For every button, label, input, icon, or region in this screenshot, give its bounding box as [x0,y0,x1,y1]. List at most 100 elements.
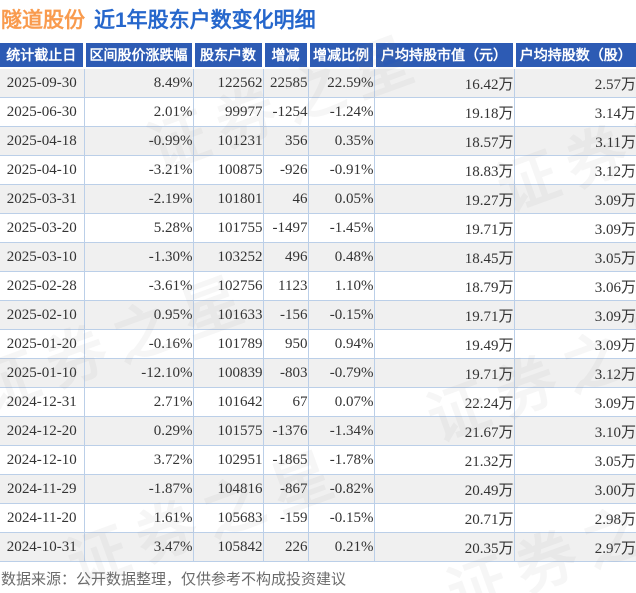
stock-name: 隧道股份 [1,9,85,32]
header-row: 统计截止日 区间股价涨跌幅 股东户数 增减 增减比例 户均持股市值（元） 户均持… [0,43,636,69]
delta-cell: 496 [262,242,309,272]
stat-date-cell: 2025-02-28 [0,271,85,301]
avg-shares-cell: 3.09万 [513,329,636,359]
avg-value-cell: 18.45万 [373,242,515,272]
table-row: 2025-01-10 -12.10% 100839 -803 -0.79% 19.71万 3… [0,358,636,388]
price-change-cell: -1.30% [83,242,194,272]
avg-shares-cell: 3.12万 [513,155,636,185]
holders-cell: 100839 [192,358,264,388]
price-change-cell: -0.99% [83,126,194,156]
page-title: 隧道股份 近1年股东户数变化明细 [0,0,636,34]
delta-cell: -1497 [262,213,309,243]
delta-cell: 1123 [262,271,309,301]
avg-shares-cell: 3.14万 [513,97,636,127]
price-change-cell: -2.19% [83,184,194,214]
delta-pct-cell: 0.21% [307,532,375,562]
avg-value-cell: 20.71万 [373,503,515,533]
price-change-cell: -12.10% [83,358,194,388]
holders-cell: 101231 [192,126,264,156]
holders-cell: 101755 [192,213,264,243]
stat-date-cell: 2025-09-30 [0,67,85,98]
avg-shares-cell: 3.05万 [513,242,636,272]
holders-cell: 122562 [192,67,264,98]
table-row: 2025-03-31 -2.19% 101801 46 0.05% 19.27万 3.09万 [0,184,636,214]
stat-date-cell: 2025-02-10 [0,300,85,330]
table-row: 2024-11-29 -1.87% 104816 -867 -0.82% 20.49万 3.… [0,474,636,504]
table-row: 2024-11-20 1.61% 105683 -159 -0.15% 20.71万 2.9… [0,503,636,533]
table-row: 2025-02-10 0.95% 101633 -156 -0.15% 19.71万 3.0… [0,300,636,330]
delta-pct-cell: -1.34% [307,416,375,446]
price-change-cell: 3.47% [83,532,194,562]
table-row: 2025-09-30 8.49% 122562 22585 22.59% 16.42万 2.… [0,67,636,98]
delta-cell: 22585 [262,67,309,98]
delta-cell: -926 [262,155,309,185]
price-change-cell: -3.21% [83,155,194,185]
title-subtitle: 近1年股东户数变化明细 [94,9,316,32]
avg-value-cell: 21.32万 [373,445,515,475]
stat-date-cell: 2025-03-10 [0,242,85,272]
delta-cell: -1254 [262,97,309,127]
delta-pct-cell: 0.07% [307,387,375,417]
delta-pct-cell: 1.10% [307,271,375,301]
table-row: 2025-06-30 2.01% 99977 -1254 -1.24% 19.18万 3.1… [0,97,636,127]
avg-shares-cell: 3.09万 [513,300,636,330]
avg-shares-cell: 2.98万 [513,503,636,533]
avg-value-cell: 19.71万 [373,300,515,330]
avg-shares-cell: 3.10万 [513,416,636,446]
table-body: 2025-09-30 8.49% 122562 22585 22.59% 16.42万 2.… [0,67,636,562]
holders-cell: 102951 [192,445,264,475]
stat-date-cell: 2024-12-20 [0,416,85,446]
price-change-cell: 2.01% [83,97,194,127]
delta-cell: 950 [262,329,309,359]
avg-shares-cell: 3.05万 [513,445,636,475]
delta-cell: -159 [262,503,309,533]
holders-cell: 100875 [192,155,264,185]
holders-cell: 101633 [192,300,264,330]
col-header-avg-shares: 户均持股数（股） [512,43,636,69]
stat-date-cell: 2025-06-30 [0,97,85,127]
price-change-cell: 2.71% [83,387,194,417]
stat-date-cell: 2024-11-29 [0,474,85,504]
delta-cell: -156 [262,300,309,330]
table-row: 2024-12-10 3.72% 102951 -1865 -1.78% 21.32万 3.… [0,445,636,475]
stat-date-cell: 2024-11-20 [0,503,85,533]
avg-value-cell: 20.49万 [373,474,515,504]
delta-pct-cell: -1.78% [307,445,375,475]
price-change-cell: 0.95% [83,300,194,330]
table-row: 2024-12-20 0.29% 101575 -1376 -1.34% 21.67万 3.… [0,416,636,446]
delta-pct-cell: 0.94% [307,329,375,359]
col-header-holders: 股东户数 [191,43,263,69]
holders-cell: 99977 [192,97,264,127]
holders-cell: 101642 [192,387,264,417]
holders-cell: 104816 [192,474,264,504]
stat-date-cell: 2025-01-10 [0,358,85,388]
price-change-cell: -1.87% [83,474,194,504]
holders-cell: 101801 [192,184,264,214]
price-change-cell: 5.28% [83,213,194,243]
avg-value-cell: 19.27万 [373,184,515,214]
delta-pct-cell: -0.15% [307,300,375,330]
price-change-cell: 1.61% [83,503,194,533]
table-row: 2025-03-20 5.28% 101755 -1497 -1.45% 19.71万 3.… [0,213,636,243]
table-row: 2025-04-18 -0.99% 101231 356 0.35% 18.57万 3.11… [0,126,636,156]
delta-pct-cell: 22.59% [307,67,375,98]
holders-cell: 101789 [192,329,264,359]
delta-cell: -1376 [262,416,309,446]
delta-pct-cell: -1.24% [307,97,375,127]
col-header-delta-pct: 增减比例 [306,43,374,69]
avg-value-cell: 18.79万 [373,271,515,301]
data-source-note: 数据来源：公开数据整理，仅供参考不构成投资建议 [1,571,347,588]
holders-cell: 105683 [192,503,264,533]
price-change-cell: -0.16% [83,329,194,359]
stat-date-cell: 2024-12-31 [0,387,85,417]
holders-cell: 105842 [192,532,264,562]
delta-pct-cell: 0.48% [307,242,375,272]
stat-date-cell: 2025-01-20 [0,329,85,359]
avg-shares-cell: 3.09万 [513,213,636,243]
avg-shares-cell: 3.09万 [513,184,636,214]
delta-cell: -867 [262,474,309,504]
col-header-stat-date: 统计截止日 [0,43,84,69]
holders-cell: 102756 [192,271,264,301]
avg-value-cell: 18.57万 [373,126,515,156]
avg-value-cell: 19.71万 [373,358,515,388]
